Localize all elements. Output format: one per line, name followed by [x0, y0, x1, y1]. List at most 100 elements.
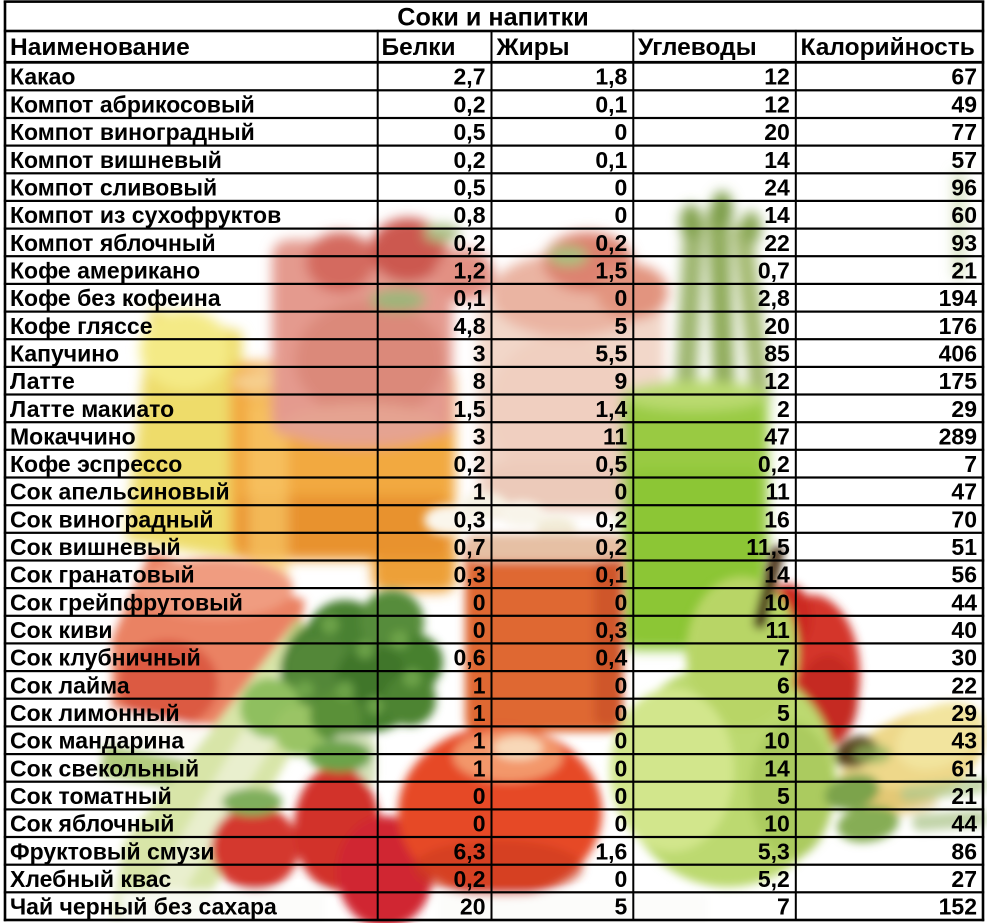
svg-text:0,1: 0,1	[595, 92, 627, 118]
svg-text:Кофе американо: Кофе американо	[10, 258, 200, 284]
svg-text:0: 0	[615, 479, 628, 505]
svg-text:0,1: 0,1	[595, 562, 627, 588]
svg-text:70: 70	[951, 506, 977, 532]
svg-text:1: 1	[473, 728, 486, 754]
svg-text:0,2: 0,2	[595, 230, 627, 256]
svg-text:5,5: 5,5	[595, 340, 627, 366]
svg-text:0: 0	[615, 202, 628, 228]
svg-text:0: 0	[615, 589, 628, 615]
svg-text:Сок киви: Сок киви	[10, 617, 113, 643]
svg-text:49: 49	[951, 92, 977, 118]
svg-text:5: 5	[615, 894, 628, 920]
svg-text:0,5: 0,5	[595, 451, 627, 477]
svg-text:14: 14	[764, 755, 790, 781]
svg-text:0: 0	[615, 866, 628, 892]
svg-text:Сок лайма: Сок лайма	[10, 672, 130, 698]
svg-text:22: 22	[951, 672, 977, 698]
svg-text:Компот сливовый: Компот сливовый	[10, 175, 217, 201]
svg-text:Сок клубничный: Сок клубничный	[10, 645, 201, 671]
svg-text:30: 30	[951, 645, 977, 671]
svg-text:51: 51	[951, 534, 977, 560]
svg-text:289: 289	[939, 423, 977, 449]
svg-text:Компот вишневый: Компот вишневый	[10, 147, 222, 173]
svg-text:11: 11	[765, 617, 790, 643]
svg-text:12: 12	[764, 64, 790, 90]
svg-text:Наименование: Наименование	[10, 34, 190, 61]
svg-text:5: 5	[777, 783, 790, 809]
svg-text:0,3: 0,3	[454, 506, 486, 532]
svg-text:9: 9	[615, 368, 628, 394]
svg-text:93: 93	[951, 230, 977, 256]
svg-text:1: 1	[473, 672, 486, 698]
svg-text:7: 7	[964, 451, 977, 477]
svg-text:Латте макиато: Латте макиато	[10, 396, 174, 422]
svg-text:0: 0	[473, 617, 486, 643]
svg-text:67: 67	[951, 64, 977, 90]
svg-text:47: 47	[951, 479, 977, 505]
svg-text:Кофе эспрессо: Кофе эспрессо	[10, 451, 182, 477]
svg-text:0,5: 0,5	[454, 119, 486, 145]
svg-text:0: 0	[473, 811, 486, 837]
svg-text:11: 11	[603, 423, 628, 449]
svg-text:Компот яблочный: Компот яблочный	[10, 230, 216, 256]
svg-text:1: 1	[473, 479, 486, 505]
svg-text:1,5: 1,5	[595, 258, 627, 284]
svg-text:21: 21	[951, 783, 977, 809]
svg-text:14: 14	[764, 147, 790, 173]
svg-text:44: 44	[951, 811, 977, 837]
svg-text:Сок лимонный: Сок лимонный	[10, 700, 180, 726]
svg-text:0,3: 0,3	[454, 562, 486, 588]
svg-text:77: 77	[951, 119, 977, 145]
svg-text:0,8: 0,8	[454, 202, 486, 228]
svg-text:1: 1	[473, 755, 486, 781]
svg-text:Хлебный квас: Хлебный квас	[10, 866, 172, 892]
svg-text:40: 40	[951, 617, 977, 643]
svg-text:Углеводы: Углеводы	[638, 34, 757, 61]
svg-text:5,2: 5,2	[758, 866, 790, 892]
svg-text:0: 0	[473, 783, 486, 809]
svg-text:4,8: 4,8	[454, 313, 486, 339]
svg-text:0,2: 0,2	[454, 451, 486, 477]
svg-text:6: 6	[777, 672, 790, 698]
svg-text:Калорийность: Калорийность	[801, 34, 975, 61]
svg-text:96: 96	[951, 175, 977, 201]
svg-text:0,2: 0,2	[454, 147, 486, 173]
svg-text:Компот абрикосовый: Компот абрикосовый	[10, 92, 255, 118]
svg-text:7: 7	[777, 645, 790, 671]
svg-text:0: 0	[615, 700, 628, 726]
svg-text:5: 5	[777, 700, 790, 726]
svg-text:Сок свекольный: Сок свекольный	[10, 755, 199, 781]
svg-text:10: 10	[764, 728, 790, 754]
svg-text:Соки и напитки: Соки и напитки	[397, 4, 589, 32]
svg-text:3: 3	[473, 423, 486, 449]
svg-text:2,7: 2,7	[454, 64, 486, 90]
svg-text:Сок вишневый: Сок вишневый	[10, 534, 181, 560]
svg-text:16: 16	[764, 506, 790, 532]
svg-text:20: 20	[764, 119, 790, 145]
svg-text:5,3: 5,3	[758, 838, 790, 864]
svg-text:Сок грейпфрутовый: Сок грейпфрутовый	[10, 589, 243, 615]
svg-text:1,5: 1,5	[454, 396, 486, 422]
svg-text:Сок апельсиновый: Сок апельсиновый	[10, 479, 230, 505]
svg-text:Белки: Белки	[382, 34, 456, 61]
svg-text:20: 20	[460, 894, 486, 920]
svg-text:175: 175	[939, 368, 978, 394]
svg-text:0: 0	[615, 811, 628, 837]
svg-text:0: 0	[615, 755, 628, 781]
svg-text:0: 0	[615, 175, 628, 201]
svg-text:0,2: 0,2	[758, 451, 790, 477]
svg-text:Капучино: Капучино	[10, 340, 119, 366]
svg-text:0,2: 0,2	[454, 92, 486, 118]
svg-text:60: 60	[951, 202, 977, 228]
svg-text:Какао: Какао	[10, 64, 75, 90]
svg-text:Кофе гляссе: Кофе гляссе	[10, 313, 153, 339]
svg-text:Сок томатный: Сок томатный	[10, 783, 172, 809]
svg-text:Сок виноградный: Сок виноградный	[10, 506, 213, 532]
svg-text:57: 57	[951, 147, 977, 173]
svg-text:8: 8	[473, 368, 486, 394]
svg-text:3: 3	[473, 340, 486, 366]
svg-text:0,7: 0,7	[454, 534, 486, 560]
svg-text:61: 61	[951, 755, 977, 781]
svg-text:2,8: 2,8	[758, 285, 790, 311]
svg-text:1,8: 1,8	[595, 64, 627, 90]
